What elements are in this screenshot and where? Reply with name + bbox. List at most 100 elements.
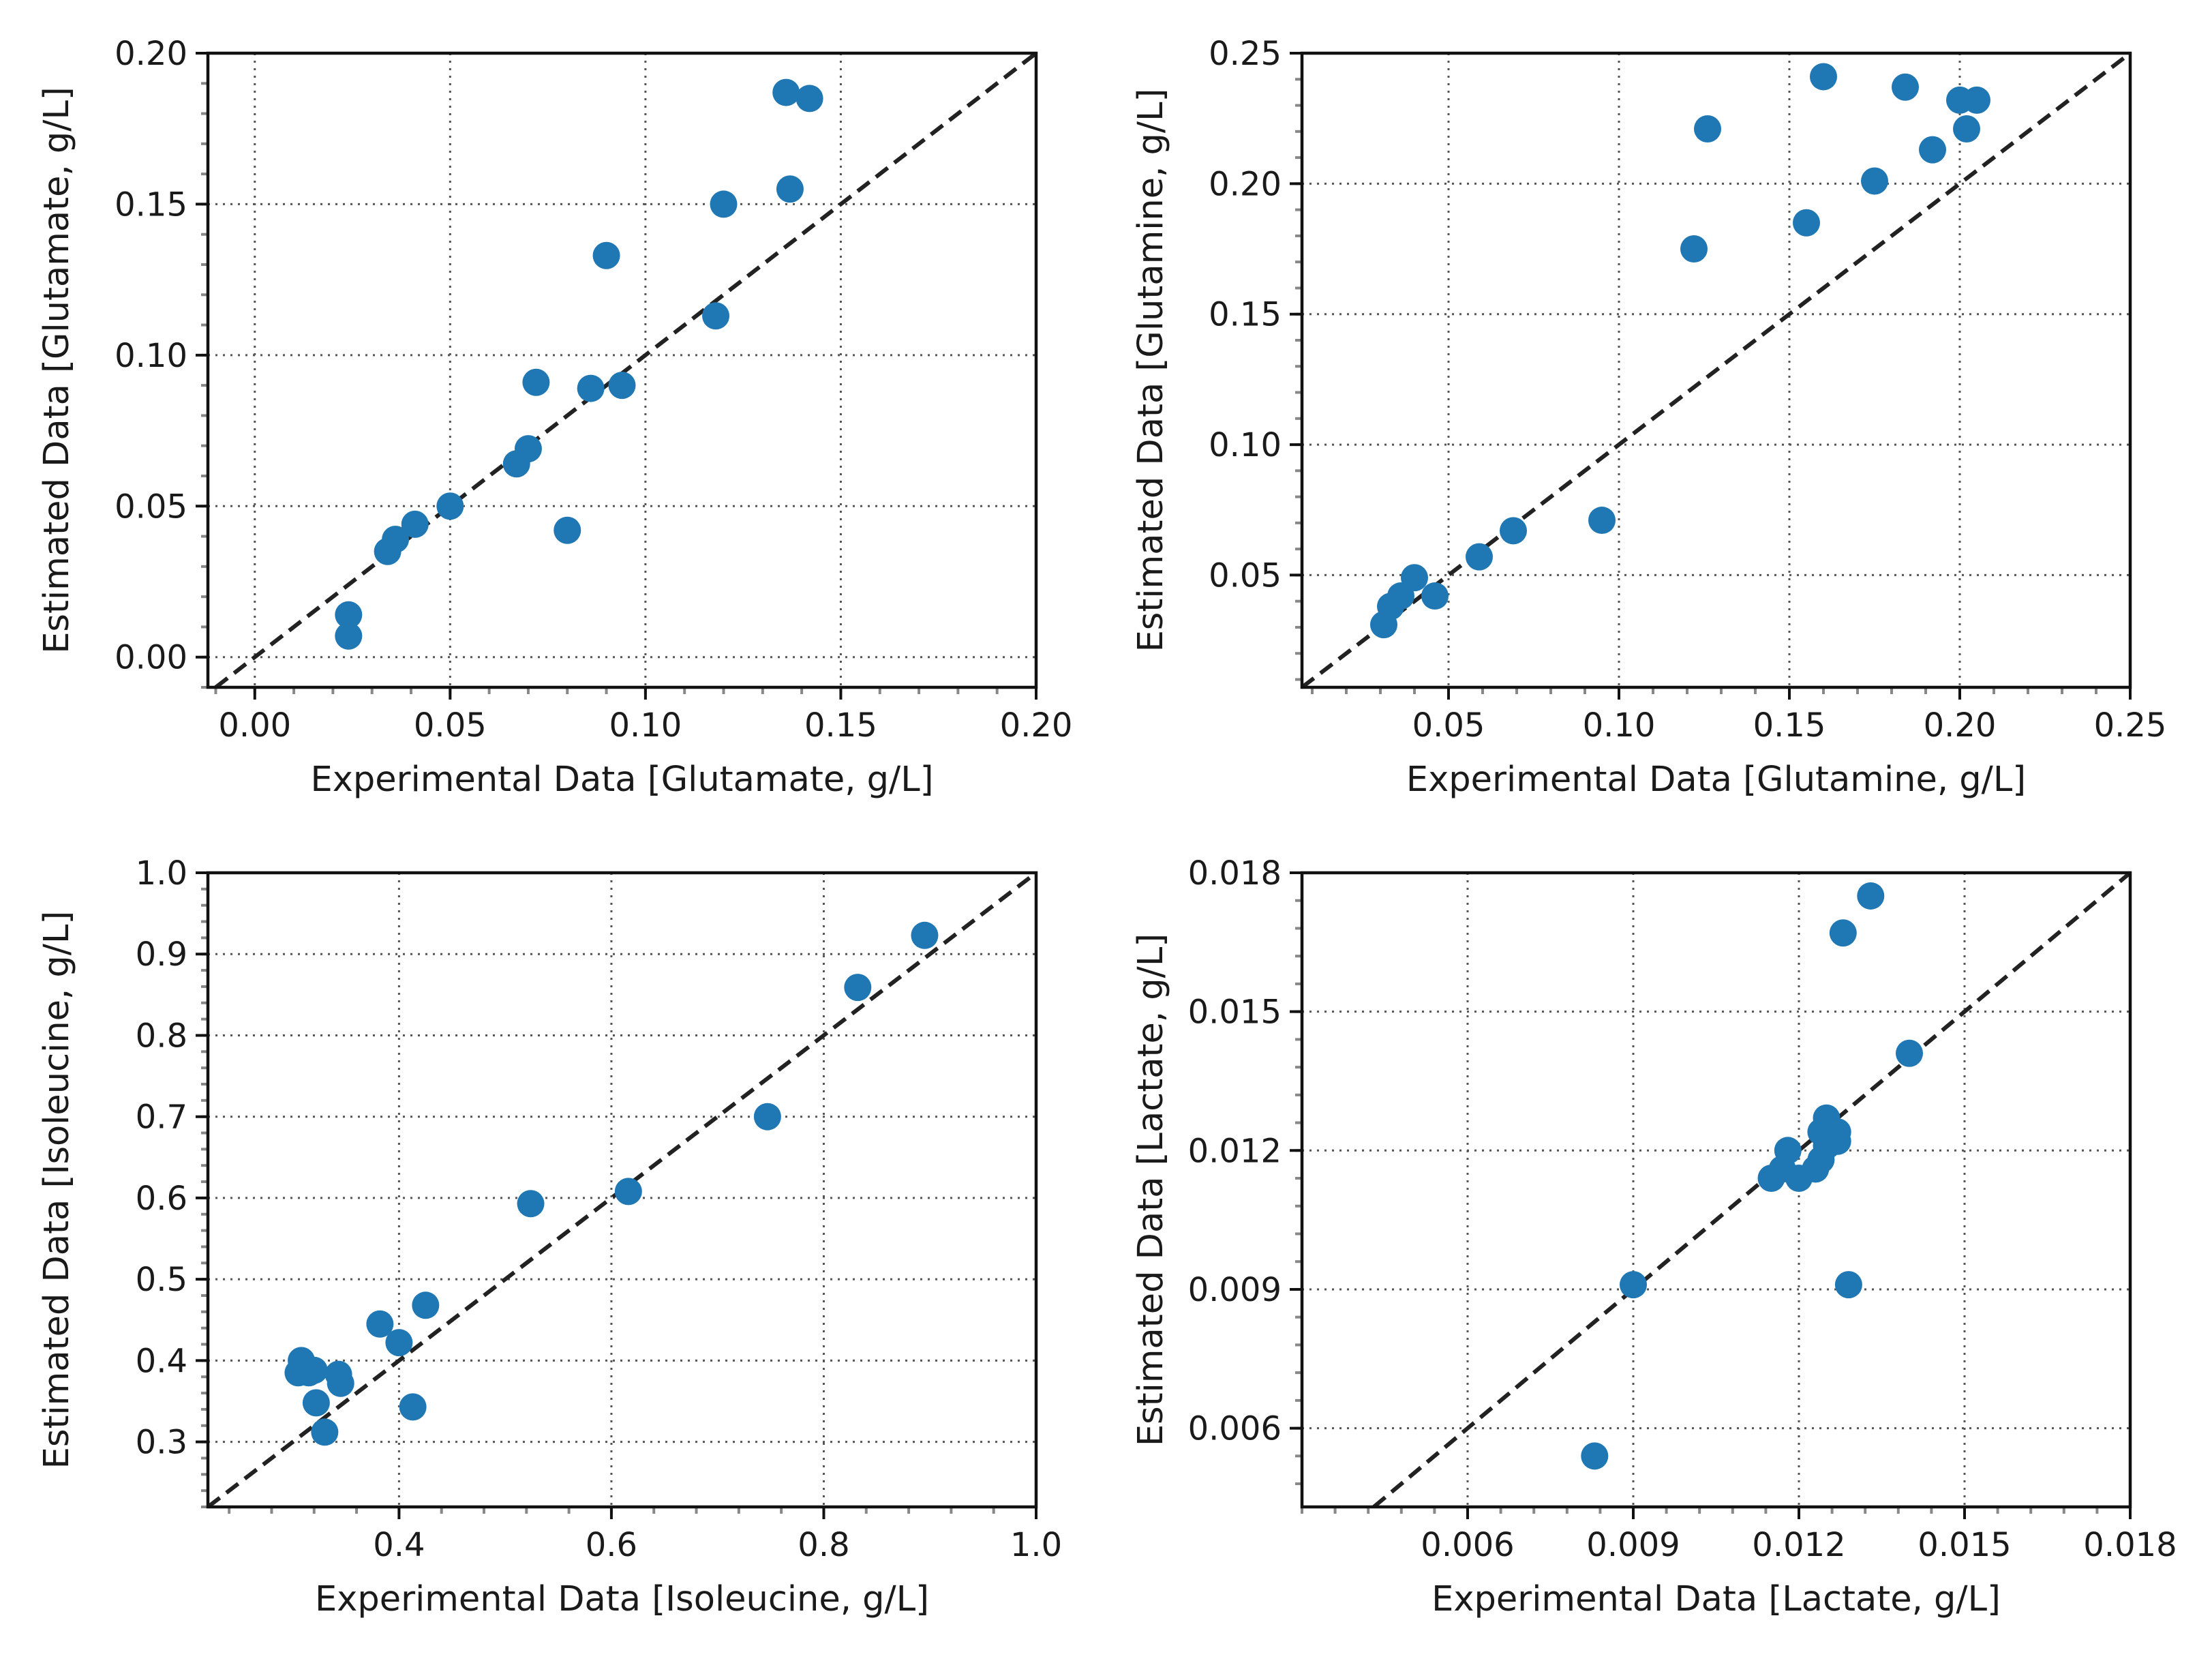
data-point [776,175,804,203]
x-tick-label: 0.10 [1583,706,1656,745]
data-point [382,526,410,553]
data-point [577,374,605,402]
plot-frame [1300,51,2132,689]
y-tick-label: 0.00 [115,639,187,677]
data-point [1892,73,1919,101]
y-tick-label: 0.4 [136,1342,187,1380]
data-point [327,1369,354,1397]
y-tick-label: 0.5 [136,1261,187,1299]
identity-line [214,51,1037,689]
y-axis-label: Estimated Data [Lactate, g/L] [1131,933,1171,1446]
y-tick-label: 1.0 [136,854,187,893]
y-tick-label: 0.018 [1188,854,1282,893]
data-point [753,1103,781,1131]
data-point [772,78,800,106]
data-point [608,372,636,400]
data-point [1793,209,1820,237]
x-tick-label: 0.20 [1924,706,1997,745]
data-point [1829,919,1857,947]
x-tick-label: 0.10 [609,706,682,745]
y-tick-label: 0.10 [1209,426,1282,464]
x-tick-label: 0.05 [1412,706,1485,745]
data-point [1896,1039,1923,1067]
data-point [844,974,872,1002]
data-point [1581,1442,1609,1470]
y-tick-label: 0.7 [136,1098,187,1137]
y-tick-label: 0.012 [1188,1132,1282,1170]
data-point [1774,1137,1802,1165]
data-point [399,1393,427,1421]
chart-glutamate: 0.00 0.05 0.10 0.15 0.20 0.00 0.05 0.10 0.15 0.20… [37,35,1072,800]
y-tick-label: 0.3 [136,1424,187,1462]
y-tick-label: 0.009 [1188,1271,1282,1309]
x-axis-label: Experimental Data [Glutamate, g/L] [310,760,933,800]
chart-glutamine: 0.05 0.10 0.15 0.20 0.25 0.05 0.10 0.15 0.20 0.25… [1131,35,2166,800]
y-tick-label: 0.05 [115,488,187,526]
x-tick-label: 0.15 [1753,706,1826,745]
x-tick-label: 0.4 [373,1526,425,1564]
x-tick-label: 0.6 [586,1526,637,1564]
data-point [1857,882,1885,910]
x-axis-label: Experimental Data [Glutamine, g/L] [1406,760,2026,800]
x-axis-label: Experimental Data [Lactate, g/L] [1431,1579,2001,1619]
data-point [1588,507,1616,535]
data-point [1810,63,1837,91]
y-tick-label: 0.25 [1209,35,1282,73]
y-tick-label: 0.6 [136,1180,187,1218]
plot-frame [1300,871,2132,1509]
data-point [335,601,363,629]
data-point [1500,517,1527,545]
x-axis-label: Experimental Data [Isoleucine, g/L] [315,1579,929,1619]
identity-line [1372,871,2132,1509]
data-point [1963,86,1990,114]
data-point [335,622,363,650]
data-point [796,85,823,113]
x-tick-label: 0.05 [414,706,487,745]
data-point [514,435,542,463]
y-tick-label: 0.20 [115,35,187,73]
y-axis-label: Estimated Data [Isoleucine, g/L] [37,911,77,1469]
data-point [1861,167,1888,195]
plot-frame [206,871,1038,1509]
data-point [702,302,730,330]
y-tick-label: 0.15 [1209,296,1282,334]
x-tick-label: 0.012 [1752,1526,1845,1564]
y-tick-label: 0.20 [1209,165,1282,203]
data-point [1823,1118,1851,1146]
x-tick-label: 0.009 [1586,1526,1680,1564]
x-tick-label: 0.25 [2094,706,2167,745]
data-point [911,921,939,949]
data-point [1620,1271,1647,1299]
data-point [517,1190,545,1218]
data-point [436,492,464,520]
data-point [554,516,581,544]
data-point [1919,136,1946,164]
x-tick-label: 1.0 [1010,1526,1062,1564]
data-point [412,1291,440,1319]
y-tick-label: 0.15 [115,185,187,224]
data-point [300,1356,328,1384]
y-tick-label: 0.05 [1209,556,1282,595]
x-tick-label: 0.018 [2083,1526,2177,1564]
x-tick-label: 0.015 [1918,1526,2011,1564]
y-axis-label: Estimated Data [Glutamine, g/L] [1131,89,1171,653]
chart-lactate: 0.006 0.009 0.012 0.015 0.018 0.006 0.009 0.012… [1131,854,2177,1619]
x-tick-label: 0.15 [804,706,877,745]
data-point [710,190,738,218]
x-tick-label: 0.00 [218,706,291,745]
data-point [1421,582,1449,610]
x-tick-label: 0.006 [1421,1526,1514,1564]
data-point [522,368,550,396]
data-point [614,1178,642,1206]
identity-line [1301,51,2132,689]
chart-isoleucine: 0.4 0.6 0.8 1.0 0.3 0.4 0.5 0.6 0.7 0.8 0.9 1.0 Expe… [37,854,1062,1619]
plot-frame [206,51,1038,689]
data-point [366,1310,394,1338]
data-point [1834,1271,1862,1299]
data-point [311,1418,339,1446]
x-tick-label: 0.8 [798,1526,849,1564]
data-point [1466,543,1493,571]
data-point [385,1329,413,1357]
data-point [302,1389,330,1417]
